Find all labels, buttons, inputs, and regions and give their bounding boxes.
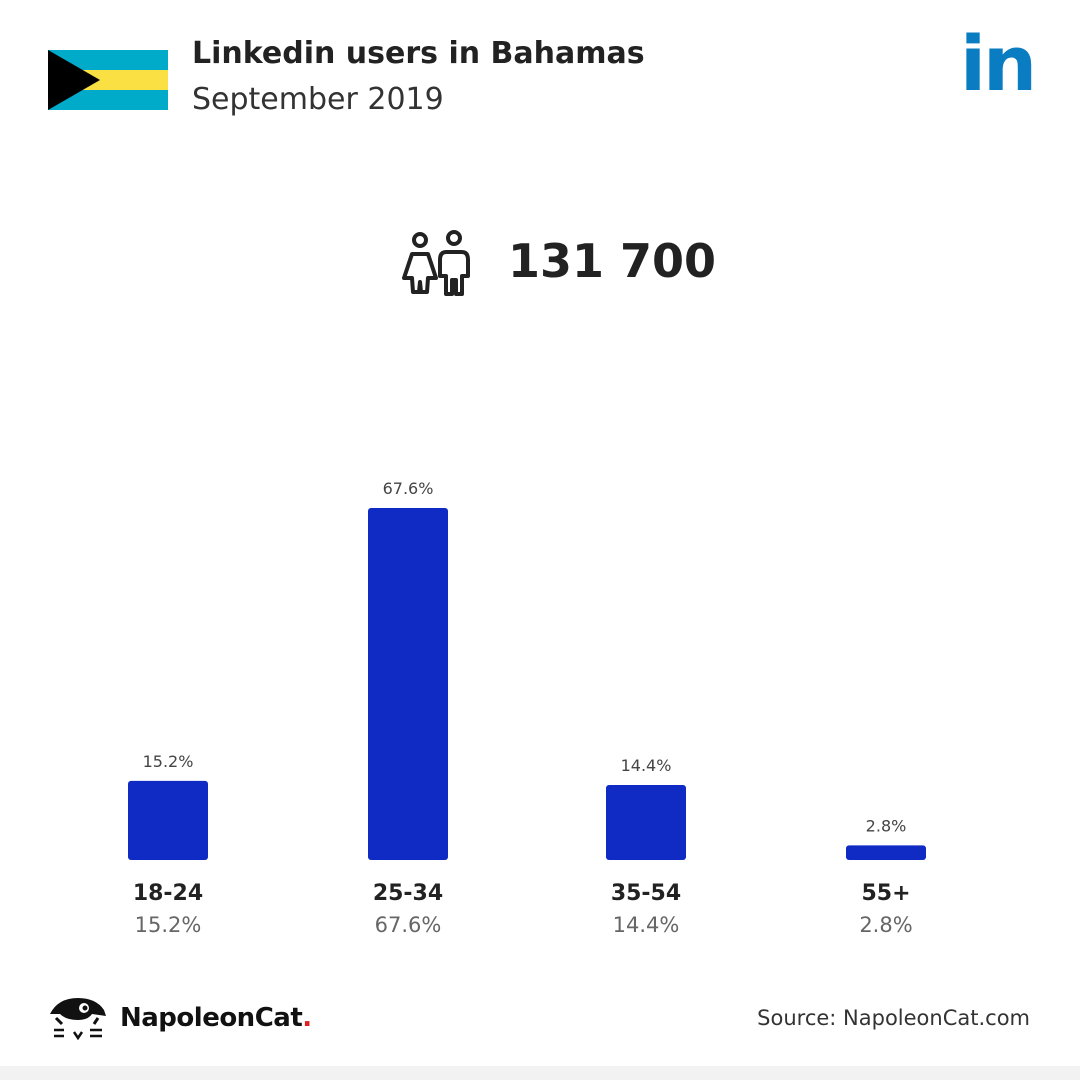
data-label-35-54: 14.4% <box>621 756 672 775</box>
category-percent-25-34: 67.6% <box>375 913 442 937</box>
bar-55+ <box>846 845 926 860</box>
page-subtitle: September 2019 <box>192 82 444 117</box>
napoleoncat-logo-icon <box>50 998 106 1041</box>
brand: NapoleonCat. <box>48 994 312 1042</box>
source-label: Source: NapoleonCat.com <box>757 1006 1030 1030</box>
data-label-55+: 2.8% <box>866 816 907 835</box>
brand-name: NapoleonCat. <box>120 1003 312 1033</box>
linkedin-logo-icon: in <box>960 19 1037 108</box>
footer-band <box>0 1066 1080 1080</box>
category-percent-35-54: 14.4% <box>613 913 680 937</box>
category-percent-18-24: 15.2% <box>135 913 202 937</box>
page-title: Linkedin users in Bahamas <box>192 36 645 71</box>
bahamas-flag-icon <box>48 50 168 110</box>
data-label-18-24: 15.2% <box>143 752 194 771</box>
users-icon <box>402 230 470 296</box>
bar-25-34 <box>368 508 448 860</box>
total-users-count: 131 700 <box>508 234 717 288</box>
data-label-25-34: 67.6% <box>383 479 434 498</box>
category-label-55+: 55+ <box>861 881 910 906</box>
category-percent-55+: 2.8% <box>859 913 912 937</box>
category-label-35-54: 35-54 <box>611 881 681 906</box>
bar-18-24 <box>128 780 208 860</box>
category-label-18-24: 18-24 <box>133 881 203 906</box>
bar-35-54 <box>606 785 686 860</box>
category-label-25-34: 25-34 <box>373 881 443 906</box>
